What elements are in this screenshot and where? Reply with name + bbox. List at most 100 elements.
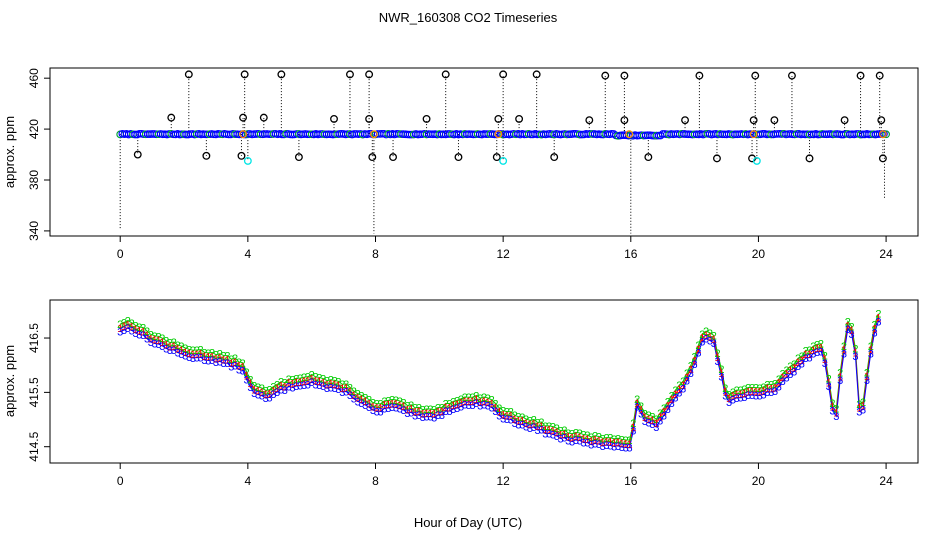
series-marker: 3 [872,327,878,339]
series-marker: 3 [757,390,763,402]
series-marker: 1 [351,390,357,402]
series-marker: 2 [423,404,429,416]
series-marker: 1 [466,396,472,408]
series-marker: 2 [393,395,399,407]
x-tick-label: 24 [879,474,893,488]
series-marker: 3 [745,390,751,402]
series-marker: 3 [190,353,196,365]
series-marker: 1 [703,330,709,342]
series-marker: 1 [289,379,295,391]
series-marker: 2 [416,402,422,414]
series-marker: 1 [240,362,246,374]
x-tick-label: 8 [372,474,379,488]
series-marker: 1 [535,421,541,433]
flagged-low-point [133,150,142,159]
series-marker: 1 [600,437,606,449]
y-tick-label: 415.5 [27,377,41,407]
series-marker: 2 [117,319,123,331]
series-marker: 1 [872,324,878,336]
series-marker: 3 [221,358,227,370]
series-marker: 1 [760,386,766,398]
series-marker: 1 [764,383,770,395]
series-marker: 3 [263,393,269,405]
series-marker: 3 [780,376,786,388]
series-marker: 3 [443,406,449,418]
series-marker: 2 [289,375,295,387]
top-y-axis-label: approx. ppm [2,116,17,188]
series-marker: 2 [829,398,835,410]
series-marker: 3 [374,406,380,418]
series-marker: 1 [676,384,682,396]
series-marker: 2 [592,431,598,443]
series-marker: 1 [745,386,751,398]
flagged-high-point [277,70,286,79]
series-marker: 3 [485,401,491,413]
series-marker: 3 [251,388,257,400]
baseline-point-orange [625,130,634,139]
series-marker: 2 [232,353,238,365]
series-marker: 2 [692,351,698,363]
flagged-low-point [492,153,501,162]
series-marker: 3 [492,406,498,418]
series-marker: 1 [201,351,207,363]
series-marker: 2 [814,339,820,351]
series-marker: 1 [837,371,843,383]
series-marker: 2 [749,382,755,394]
series-marker: 3 [255,389,261,401]
series-marker: 3 [301,380,307,392]
flagged-mid-point [330,114,338,123]
series-marker: 1 [749,386,755,398]
series-marker: 3 [140,330,146,342]
series-marker: 3 [688,368,694,380]
series-marker: 1 [661,407,667,419]
series-marker: 2 [581,430,587,442]
series-marker: 3 [320,381,326,393]
series-marker: 1 [309,373,315,385]
series-marker: 2 [864,367,870,379]
series-marker: 2 [634,394,640,406]
series-marker: 3 [630,426,636,438]
series-marker: 1 [485,397,491,409]
flagged-mid-point [681,116,689,125]
series-marker: 1 [818,342,824,354]
series-marker: 1 [531,418,537,430]
series-marker: 1 [833,407,839,419]
baseline-point-orange [749,130,758,139]
flagged-low-point [644,153,653,162]
series-marker: 3 [760,389,766,401]
series-marker: 1 [715,352,721,364]
flagged-high-point [751,71,760,80]
series-marker: 3 [764,387,770,399]
series-marker: 1 [615,437,621,449]
series-marker: 1 [282,381,288,393]
series-marker: 3 [401,405,407,417]
series-marker: 2 [833,403,839,415]
series-marker: 2 [144,326,150,338]
series-marker: 2 [247,374,253,386]
flagged-high-point [532,70,541,79]
series-marker: 1 [757,387,763,399]
cyan-low-point [499,156,508,165]
series-marker: 2 [462,392,468,404]
series-marker: 3 [546,428,552,440]
top-data-points [116,70,890,234]
series-marker: 1 [826,377,832,389]
series-marker: 1 [293,377,299,389]
series-marker: 3 [676,388,682,400]
series-marker: 2 [190,345,196,357]
series-marker: 3 [619,442,625,454]
series-marker: 2 [860,397,866,409]
series-marker: 3 [240,365,246,377]
flagged-mid-point [585,116,594,125]
series-marker: 3 [538,425,544,437]
series-marker: 1 [799,355,805,367]
series-marker: 3 [148,337,154,349]
series-marker: 2 [186,344,192,356]
series-marker: 1 [776,378,782,390]
series-marker: 3 [734,393,740,405]
series-marker: 3 [205,355,211,367]
flagged-mid-point [239,113,248,122]
series-marker: 1 [558,429,564,441]
